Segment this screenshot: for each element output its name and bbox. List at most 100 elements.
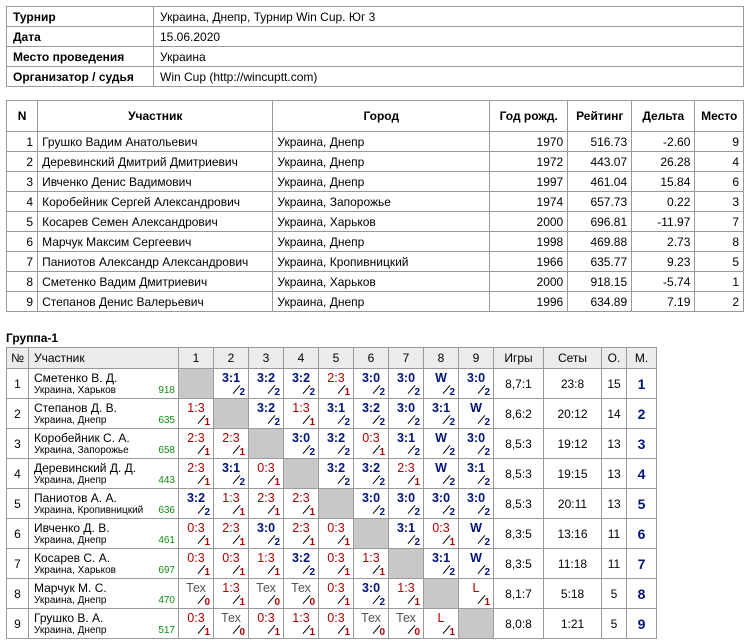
group-player-name[interactable]: Грушко В. А. xyxy=(34,611,104,625)
match-points: 2 xyxy=(484,507,490,518)
match-cell[interactable]: 1:3 1 xyxy=(283,608,319,639)
match-cell[interactable]: 0:3 1 xyxy=(178,518,214,549)
match-cell[interactable]: 3:2 2 xyxy=(283,368,319,399)
match-cell[interactable]: 0:3 1 xyxy=(248,458,284,489)
match-cell[interactable]: 0:3 1 xyxy=(178,548,214,579)
match-cell[interactable]: 0:3 1 xyxy=(318,548,354,579)
group-player-name[interactable]: Паниотов А. А. xyxy=(34,491,117,505)
match-result: 3:2 2 xyxy=(319,429,353,458)
match-cell[interactable]: 3:0 2 xyxy=(353,578,389,609)
match-points: 2 xyxy=(379,477,385,488)
group-player-name[interactable]: Деревинский Д. Д. xyxy=(34,461,137,475)
match-cell[interactable]: 1:3 1 xyxy=(248,548,284,579)
match-cell[interactable]: 3:0 2 xyxy=(248,518,284,549)
match-cell[interactable]: 1:3 1 xyxy=(178,398,214,429)
match-cell[interactable]: 1:3 1 xyxy=(353,548,389,579)
match-cell[interactable]: 3:0 2 xyxy=(388,368,424,399)
group-player-name[interactable]: Марчук М. С. xyxy=(34,581,107,595)
match-cell[interactable]: 3:2 2 xyxy=(178,488,214,519)
match-cell[interactable]: 3:2 2 xyxy=(318,428,354,459)
match-cell[interactable]: 3:2 2 xyxy=(248,368,284,399)
match-cell[interactable]: Тех 0 xyxy=(353,608,389,639)
match-cell[interactable]: 0:3 1 xyxy=(248,608,284,639)
match-cell[interactable]: 3:0 2 xyxy=(423,488,459,519)
match-cell[interactable]: 3:2 2 xyxy=(353,398,389,429)
match-cell[interactable]: 2:3 1 xyxy=(318,368,354,399)
match-cell[interactable]: Тех 0 xyxy=(283,578,319,609)
match-cell[interactable]: 1:3 1 xyxy=(388,578,424,609)
match-cell[interactable]: 0:3 1 xyxy=(423,518,459,549)
match-cell[interactable]: Тех 0 xyxy=(178,578,214,609)
match-cell[interactable]: 2:3 1 xyxy=(213,518,249,549)
diagonal-cell xyxy=(388,548,424,579)
match-cell[interactable]: 0:3 1 xyxy=(318,518,354,549)
match-points: 2 xyxy=(344,417,350,428)
match-score: 3:1 xyxy=(221,461,241,475)
match-result: 3:1 2 xyxy=(424,549,458,578)
match-cell[interactable]: 0:3 1 xyxy=(213,548,249,579)
match-cell[interactable]: 0:3 1 xyxy=(353,428,389,459)
match-cell[interactable]: 3:0 2 xyxy=(388,488,424,519)
match-cell[interactable]: 3:2 2 xyxy=(248,398,284,429)
match-cell[interactable]: 0:3 1 xyxy=(178,608,214,639)
match-result: 3:2 2 xyxy=(249,399,283,428)
match-cell[interactable]: Тех 0 xyxy=(213,608,249,639)
match-cell[interactable]: 3:1 2 xyxy=(213,368,249,399)
match-cell[interactable]: 2:3 1 xyxy=(178,428,214,459)
group-player-name[interactable]: Ивченко Д. В. xyxy=(34,521,110,535)
match-cell[interactable]: 3:2 2 xyxy=(353,458,389,489)
match-points: 1 xyxy=(309,537,315,548)
match-cell[interactable]: 1:3 1 xyxy=(213,578,249,609)
match-cell[interactable]: 3:0 2 xyxy=(353,368,389,399)
match-score: 3:0 xyxy=(396,491,416,505)
match-cell[interactable]: 2:3 1 xyxy=(283,518,319,549)
match-cell[interactable]: 3:0 2 xyxy=(353,488,389,519)
match-cell[interactable]: 3:1 2 xyxy=(213,458,249,489)
match-cell[interactable]: 3:1 2 xyxy=(423,548,459,579)
match-cell[interactable]: 3:0 2 xyxy=(458,488,494,519)
players-header: Год рожд. xyxy=(489,100,569,132)
match-points: 1 xyxy=(239,567,245,578)
match-cell[interactable]: Тех 0 xyxy=(388,608,424,639)
match-cell[interactable]: 3:0 2 xyxy=(458,428,494,459)
group-row: 8 Марчук М. С. Украина, Днепр 470 Тех 0 1:3 1 Те… xyxy=(6,578,657,609)
match-cell[interactable]: 3:1 2 xyxy=(388,428,424,459)
match-score: 3:2 xyxy=(361,461,381,475)
match-cell[interactable]: 0:3 1 xyxy=(318,578,354,609)
group-player-name[interactable]: Коробейник С. А. xyxy=(34,431,130,445)
match-cell[interactable]: 1:3 1 xyxy=(213,488,249,519)
match-cell[interactable]: 2:3 1 xyxy=(248,488,284,519)
group-player-name[interactable]: Сметенко В. Д. xyxy=(34,371,118,385)
match-cell[interactable]: 3:2 2 xyxy=(318,458,354,489)
match-cell[interactable]: 2:3 1 xyxy=(283,488,319,519)
match-result: 2:3 1 xyxy=(214,429,248,458)
match-cell[interactable]: 2:3 1 xyxy=(213,428,249,459)
match-points: 2 xyxy=(239,477,245,488)
match-cell[interactable]: Тех 0 xyxy=(248,578,284,609)
match-cell[interactable]: 3:0 2 xyxy=(283,428,319,459)
match-cell[interactable]: 3:0 2 xyxy=(458,368,494,399)
match-cell[interactable]: 0:3 1 xyxy=(318,608,354,639)
match-cell[interactable]: 2:3 1 xyxy=(178,458,214,489)
match-cell[interactable]: 3:0 2 xyxy=(388,398,424,429)
match-cell[interactable]: 3:1 2 xyxy=(388,518,424,549)
match-cell[interactable]: 3:1 2 xyxy=(423,398,459,429)
match-score: L xyxy=(437,611,445,625)
match-cell[interactable]: 3:1 2 xyxy=(318,398,354,429)
match-cell[interactable]: 3:1 2 xyxy=(458,458,494,489)
group-row: 7 Косарев С. А. Украина, Харьков 697 0:3 1 0:3… xyxy=(6,548,657,579)
match-cell[interactable]: 2:3 1 xyxy=(388,458,424,489)
match-cell[interactable]: 1:3 1 xyxy=(283,398,319,429)
group-player-name[interactable]: Косарев С. А. xyxy=(34,551,111,565)
match-cell[interactable]: 3:2 2 xyxy=(283,548,319,579)
group-player-name[interactable]: Степанов Д. В. xyxy=(34,401,118,415)
group-player-rating: 443 xyxy=(158,475,175,486)
